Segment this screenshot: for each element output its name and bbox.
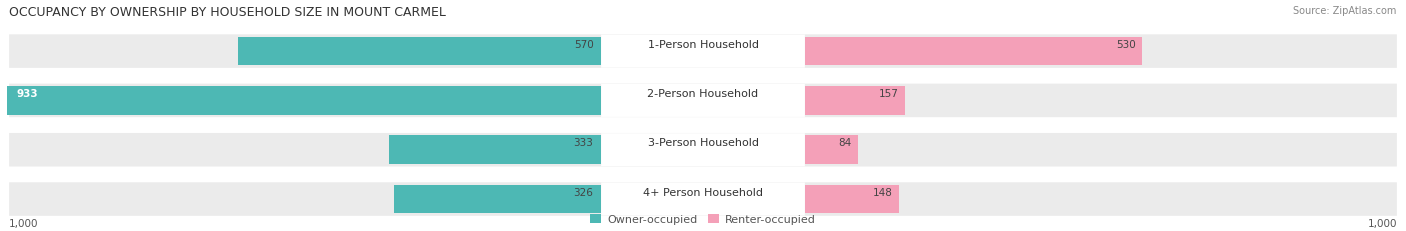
- Text: 1,000: 1,000: [1368, 218, 1396, 228]
- Bar: [238, 38, 602, 66]
- FancyBboxPatch shape: [602, 85, 804, 117]
- FancyBboxPatch shape: [8, 35, 1398, 69]
- Text: 3-Person Household: 3-Person Household: [648, 138, 758, 148]
- Bar: [804, 185, 898, 213]
- FancyBboxPatch shape: [8, 133, 1398, 167]
- Bar: [804, 136, 858, 164]
- Text: 570: 570: [574, 40, 593, 49]
- Bar: [804, 38, 1142, 66]
- Text: 84: 84: [839, 138, 852, 148]
- Bar: [394, 185, 602, 213]
- Text: 148: 148: [873, 187, 893, 197]
- Text: 530: 530: [1116, 40, 1136, 49]
- Text: 2-Person Household: 2-Person Household: [647, 89, 759, 99]
- FancyBboxPatch shape: [8, 182, 1398, 216]
- Text: 333: 333: [574, 138, 593, 148]
- Text: 933: 933: [17, 89, 38, 99]
- FancyBboxPatch shape: [602, 183, 804, 216]
- Text: 1-Person Household: 1-Person Household: [648, 40, 758, 49]
- Bar: [804, 87, 905, 115]
- Text: 4+ Person Household: 4+ Person Household: [643, 187, 763, 197]
- FancyBboxPatch shape: [602, 134, 804, 167]
- Legend: Owner-occupied, Renter-occupied: Owner-occupied, Renter-occupied: [586, 210, 820, 229]
- Text: Source: ZipAtlas.com: Source: ZipAtlas.com: [1294, 6, 1396, 16]
- Bar: [389, 136, 602, 164]
- Text: 157: 157: [879, 89, 898, 99]
- FancyBboxPatch shape: [8, 84, 1398, 118]
- Bar: [7, 87, 602, 115]
- Text: OCCUPANCY BY OWNERSHIP BY HOUSEHOLD SIZE IN MOUNT CARMEL: OCCUPANCY BY OWNERSHIP BY HOUSEHOLD SIZE…: [10, 6, 446, 19]
- FancyBboxPatch shape: [602, 35, 804, 68]
- Text: 1,000: 1,000: [10, 218, 38, 228]
- Text: 326: 326: [574, 187, 593, 197]
